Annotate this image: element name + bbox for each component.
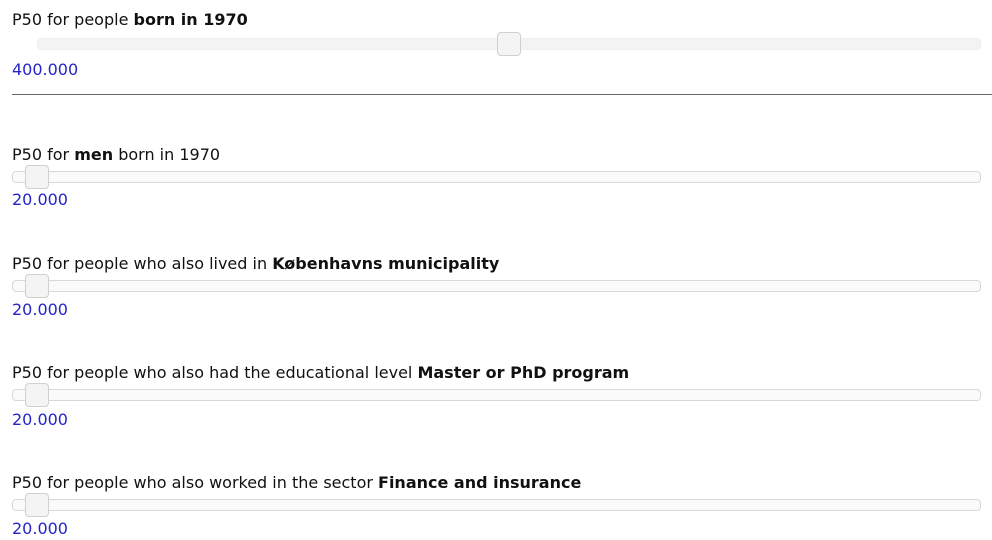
slider-value: 20.000 <box>12 410 68 429</box>
slider-label: P50 for people who also worked in the se… <box>12 473 581 493</box>
slider-thumb[interactable] <box>25 274 49 298</box>
label-text: P50 for people <box>12 10 134 29</box>
label-bold: Master or PhD program <box>417 363 630 382</box>
slider-thumb[interactable] <box>25 383 49 407</box>
label-bold: Finance and insurance <box>378 473 582 492</box>
label-text: P50 for people who also worked in the se… <box>12 473 379 492</box>
slider-thumb[interactable] <box>25 493 49 517</box>
label-bold: men <box>74 145 114 164</box>
label-text: P50 for people who also lived in <box>12 254 273 273</box>
label-text: born in 1970 <box>113 145 221 164</box>
label-bold: born in 1970 <box>133 10 248 29</box>
slider-track[interactable] <box>12 499 981 511</box>
label-text: P50 for people who also had the educatio… <box>12 363 418 382</box>
slider-thumb[interactable] <box>25 165 49 189</box>
divider <box>12 94 992 95</box>
slider-value: 20.000 <box>12 190 68 209</box>
slider-thumb[interactable] <box>497 32 521 56</box>
slider-track[interactable] <box>12 389 981 401</box>
slider-value: 20.000 <box>12 300 68 319</box>
label-text: P50 for <box>12 145 75 164</box>
slider-label: P50 for people who also had the educatio… <box>12 363 629 383</box>
slider-label: P50 for men born in 1970 <box>12 145 220 165</box>
label-bold: Københavns municipality <box>272 254 500 273</box>
slider-value: 20.000 <box>12 519 68 538</box>
slider-value: 400.000 <box>12 60 79 79</box>
slider-label: P50 for people who also lived in Københa… <box>12 254 499 274</box>
slider-track[interactable] <box>12 171 981 183</box>
slider-label: P50 for people born in 1970 <box>12 10 248 30</box>
slider-track[interactable] <box>12 280 981 292</box>
